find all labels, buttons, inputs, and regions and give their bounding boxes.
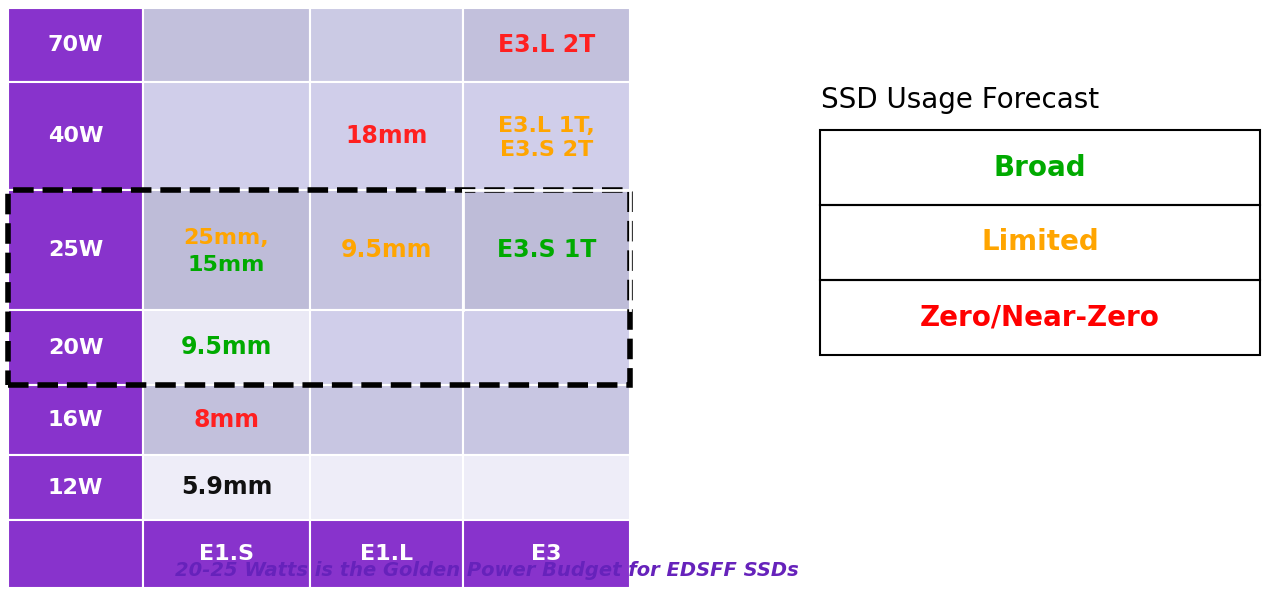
Bar bbox=[310, 190, 463, 310]
Text: E3.L 2T: E3.L 2T bbox=[498, 33, 595, 57]
Bar bbox=[310, 385, 463, 455]
Bar bbox=[143, 8, 310, 82]
Bar bbox=[8, 455, 143, 520]
Text: E3.L 1T,: E3.L 1T, bbox=[498, 116, 595, 136]
Bar bbox=[463, 310, 630, 385]
Text: 15mm: 15mm bbox=[188, 255, 265, 275]
Bar bbox=[8, 190, 143, 310]
Text: 25W: 25W bbox=[47, 240, 104, 260]
Bar bbox=[8, 82, 143, 190]
Bar bbox=[143, 520, 310, 588]
Bar bbox=[143, 385, 310, 455]
Bar bbox=[8, 310, 143, 385]
Bar bbox=[463, 190, 630, 310]
Bar bbox=[8, 520, 143, 588]
Bar bbox=[143, 455, 310, 520]
Bar bbox=[463, 385, 630, 455]
Bar bbox=[463, 82, 630, 190]
Bar bbox=[820, 280, 1260, 355]
Text: E3.S 1T: E3.S 1T bbox=[497, 238, 596, 262]
Text: 5.9mm: 5.9mm bbox=[180, 475, 273, 500]
Bar bbox=[463, 8, 630, 82]
Bar bbox=[8, 8, 143, 82]
Bar bbox=[463, 455, 630, 520]
Bar bbox=[820, 130, 1260, 205]
Bar bbox=[143, 190, 310, 310]
Text: 20W: 20W bbox=[47, 337, 104, 358]
Text: Zero/Near-Zero: Zero/Near-Zero bbox=[920, 304, 1160, 332]
Bar bbox=[310, 520, 463, 588]
Bar bbox=[310, 310, 463, 385]
Text: E3: E3 bbox=[531, 544, 562, 564]
Text: SSD Usage Forecast: SSD Usage Forecast bbox=[820, 86, 1100, 114]
Bar bbox=[143, 82, 310, 190]
Text: 25mm,: 25mm, bbox=[184, 228, 269, 248]
Text: 70W: 70W bbox=[47, 35, 104, 55]
Text: E1.S: E1.S bbox=[198, 544, 253, 564]
Text: 20-25 Watts is the Golden Power Budget for EDSFF SSDs: 20-25 Watts is the Golden Power Budget f… bbox=[174, 561, 799, 580]
Bar bbox=[820, 205, 1260, 280]
Bar bbox=[463, 520, 630, 588]
Bar bbox=[8, 190, 630, 385]
Bar bbox=[143, 310, 310, 385]
Text: 16W: 16W bbox=[47, 410, 104, 430]
Text: 9.5mm: 9.5mm bbox=[180, 336, 273, 359]
Text: 9.5mm: 9.5mm bbox=[340, 238, 433, 262]
Text: 12W: 12W bbox=[47, 478, 104, 497]
Text: 40W: 40W bbox=[47, 126, 104, 146]
Text: Broad: Broad bbox=[993, 153, 1087, 182]
Bar bbox=[8, 385, 143, 455]
Bar bbox=[310, 82, 463, 190]
Bar bbox=[310, 455, 463, 520]
Text: Limited: Limited bbox=[982, 229, 1098, 256]
Text: 8mm: 8mm bbox=[193, 408, 260, 432]
Text: E1.L: E1.L bbox=[360, 544, 413, 564]
Text: E3.S 2T: E3.S 2T bbox=[500, 140, 593, 160]
Bar bbox=[310, 8, 463, 82]
Text: 18mm: 18mm bbox=[346, 124, 428, 148]
